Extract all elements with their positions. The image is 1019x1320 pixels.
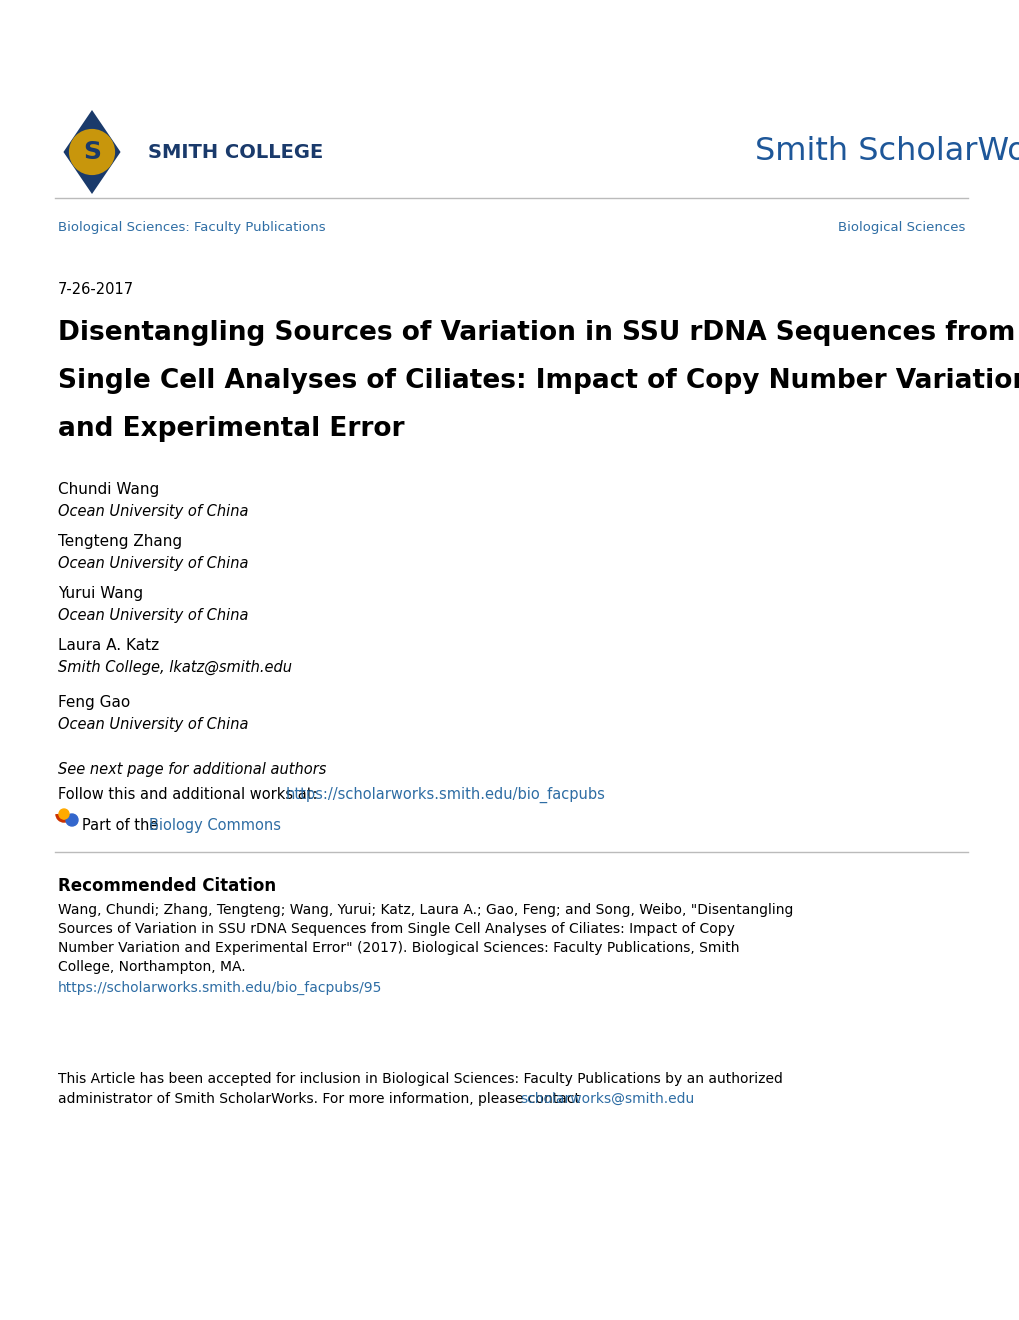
Text: See next page for additional authors: See next page for additional authors	[58, 762, 326, 777]
Text: Part of the: Part of the	[82, 818, 163, 833]
Text: Chundi Wang: Chundi Wang	[58, 482, 159, 498]
Text: Follow this and additional works at:: Follow this and additional works at:	[58, 787, 322, 803]
Text: SMITH COLLEGE: SMITH COLLEGE	[148, 143, 323, 161]
Text: Number Variation and Experimental Error" (2017). Biological Sciences: Faculty Pu: Number Variation and Experimental Error"…	[58, 941, 739, 954]
Text: Biological Sciences: Faculty Publications: Biological Sciences: Faculty Publication…	[58, 222, 325, 235]
Text: 7-26-2017: 7-26-2017	[58, 282, 133, 297]
Text: Ocean University of China: Ocean University of China	[58, 717, 249, 733]
Text: Laura A. Katz: Laura A. Katz	[58, 638, 159, 653]
Ellipse shape	[69, 129, 115, 176]
Text: Feng Gao: Feng Gao	[58, 696, 130, 710]
Text: Biology Commons: Biology Commons	[149, 818, 280, 833]
Text: Single Cell Analyses of Ciliates: Impact of Copy Number Variation: Single Cell Analyses of Ciliates: Impact…	[58, 368, 1019, 393]
Text: and Experimental Error: and Experimental Error	[58, 416, 405, 442]
Text: Ocean University of China: Ocean University of China	[58, 609, 249, 623]
Text: Yurui Wang: Yurui Wang	[58, 586, 143, 601]
Text: Wang, Chundi; Zhang, Tengteng; Wang, Yurui; Katz, Laura A.; Gao, Feng; and Song,: Wang, Chundi; Zhang, Tengteng; Wang, Yur…	[58, 903, 793, 917]
Text: Smith College, lkatz@smith.edu: Smith College, lkatz@smith.edu	[58, 660, 291, 676]
Text: scholarworks@smith.edu: scholarworks@smith.edu	[520, 1092, 694, 1106]
Text: Ocean University of China: Ocean University of China	[58, 504, 249, 519]
Text: Tengteng Zhang: Tengteng Zhang	[58, 535, 182, 549]
Polygon shape	[63, 110, 120, 194]
Text: https://scholarworks.smith.edu/bio_facpubs: https://scholarworks.smith.edu/bio_facpu…	[285, 787, 605, 803]
Text: S: S	[83, 140, 101, 164]
Circle shape	[59, 809, 69, 818]
Text: Disentangling Sources of Variation in SSU rDNA Sequences from: Disentangling Sources of Variation in SS…	[58, 319, 1014, 346]
Text: This Article has been accepted for inclusion in Biological Sciences: Faculty Pub: This Article has been accepted for inclu…	[58, 1072, 783, 1086]
Text: administrator of Smith ScholarWorks. For more information, please contact: administrator of Smith ScholarWorks. For…	[58, 1092, 584, 1106]
Text: Smith ScholarWorks: Smith ScholarWorks	[754, 136, 1019, 168]
Text: Sources of Variation in SSU rDNA Sequences from Single Cell Analyses of Ciliates: Sources of Variation in SSU rDNA Sequenc…	[58, 921, 734, 936]
Text: Ocean University of China: Ocean University of China	[58, 556, 249, 572]
Text: https://scholarworks.smith.edu/bio_facpubs/95: https://scholarworks.smith.edu/bio_facpu…	[58, 981, 382, 995]
Text: Biological Sciences: Biological Sciences	[837, 222, 964, 235]
Circle shape	[66, 814, 77, 826]
Text: Recommended Citation: Recommended Citation	[58, 876, 276, 895]
Text: College, Northampton, MA.: College, Northampton, MA.	[58, 960, 246, 974]
